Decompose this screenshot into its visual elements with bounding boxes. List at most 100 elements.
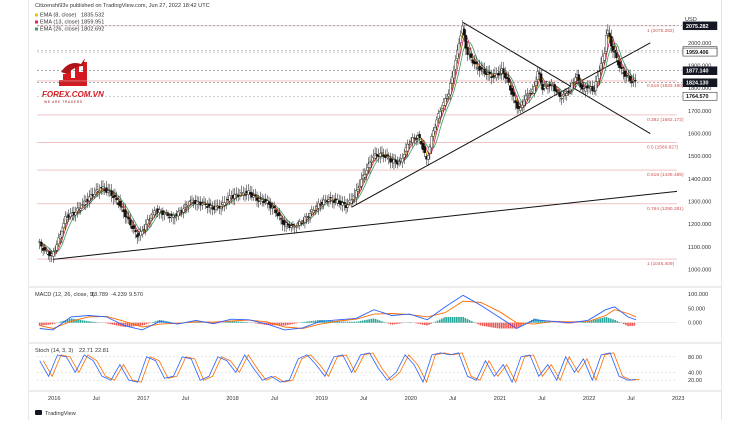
candle-body <box>436 120 438 126</box>
candle-body <box>364 175 366 178</box>
stoch-tick-label: 20.00 <box>688 378 702 384</box>
macd-histogram-bar <box>488 323 490 327</box>
candle-body <box>571 83 573 90</box>
candle-body <box>174 217 176 218</box>
macd-histogram-bar <box>593 320 595 323</box>
macd-tick-label: 100.000 <box>688 292 708 298</box>
macd-histogram-bar <box>595 319 597 322</box>
candle-body <box>446 98 448 99</box>
candle-body <box>631 82 633 83</box>
macd-histogram-bar <box>627 323 629 326</box>
macd-histogram-bar <box>304 322 306 323</box>
macd-histogram-bar <box>257 323 259 324</box>
candle-body <box>545 85 547 86</box>
price-level-label: 1764.570 <box>686 94 708 100</box>
fib-level-label: 0.618 (1439.489) <box>647 172 684 178</box>
candle-body <box>229 196 231 201</box>
macd-histogram-bar <box>50 323 52 325</box>
macd-histogram-bar <box>296 323 298 324</box>
candle-body <box>460 36 462 43</box>
candle-body <box>434 127 436 131</box>
candle-body <box>427 155 429 159</box>
candle-body <box>347 205 349 207</box>
candle-body <box>40 242 42 246</box>
time-tick-label: Jul <box>93 396 100 402</box>
candle-body <box>124 210 126 217</box>
macd-histogram-bar <box>499 323 501 329</box>
candle-body <box>191 200 193 203</box>
candle-body <box>275 210 277 213</box>
macd-histogram-bar <box>450 317 452 323</box>
candle-body <box>595 82 597 91</box>
candle-body <box>598 72 600 79</box>
macd-value-2: -4.239 <box>111 292 127 298</box>
macd-histogram-bar <box>105 323 107 324</box>
price-tick-label: 1400.000 <box>688 177 711 183</box>
macd-histogram-bar <box>608 318 610 323</box>
macd-histogram-bar <box>116 323 118 326</box>
macd-histogram-bar <box>107 323 109 324</box>
macd-histogram-bar <box>426 323 428 326</box>
candle-body <box>379 153 381 156</box>
candle-body <box>93 194 95 196</box>
macd-histogram-bar <box>289 323 291 325</box>
macd-histogram-bar <box>379 320 381 322</box>
macd-pane: MACD (12, 26, close, 9) 13.789 -4.239 9.… <box>35 292 708 330</box>
macd-histogram-bar <box>614 320 616 323</box>
fib-level-label: 1 (2075.282) <box>647 28 675 34</box>
macd-histogram-bar <box>353 322 355 323</box>
candle-body <box>465 35 467 48</box>
macd-histogram-bar <box>492 323 494 328</box>
macd-histogram-bar <box>142 323 144 326</box>
macd-histogram-bar <box>437 321 439 323</box>
candle-body <box>533 86 535 93</box>
macd-histogram-bar <box>486 323 488 327</box>
macd-histogram-bar <box>400 323 402 324</box>
macd-histogram-bar <box>422 323 424 325</box>
macd-histogram-bar <box>43 323 45 325</box>
macd-histogram-bar <box>396 323 398 324</box>
macd-histogram-bar <box>505 323 507 329</box>
candle-body <box>544 86 546 88</box>
macd-histogram-bar <box>351 322 353 323</box>
macd-histogram-bar <box>114 323 116 325</box>
candle-body <box>46 251 48 252</box>
macd-histogram-bar <box>447 317 449 323</box>
macd-histogram-bar <box>452 317 454 323</box>
candle-body <box>304 217 306 223</box>
time-tick-label: 2023 <box>672 396 684 402</box>
candle-body <box>502 69 504 74</box>
candle-body <box>116 198 118 200</box>
macd-histogram-bar <box>501 323 503 329</box>
candle-body <box>415 139 417 140</box>
macd-histogram-bar <box>428 323 430 325</box>
macd-histogram-bar <box>234 321 236 322</box>
macd-histogram-bar <box>238 322 240 323</box>
price-pane: 1000.0001100.0001200.0001300.0001400.000… <box>37 20 717 273</box>
ema-mid-value: 1859.951 <box>81 20 104 26</box>
ema-mid-label: EMA (13, close) <box>40 20 80 26</box>
stoch-tick-label: 40.00 <box>688 370 702 376</box>
gold-weekly-chart: Citizenshi93v published on TradingView.c… <box>29 0 721 420</box>
macd-histogram-bar <box>484 323 486 326</box>
candle-body <box>141 231 143 234</box>
candle-body <box>615 53 617 58</box>
macd-tick-label: 0.000 <box>688 321 702 327</box>
time-tick-label: 2019 <box>315 396 327 402</box>
macd-histogram-bar <box>315 320 317 322</box>
candle-body <box>273 206 275 208</box>
candle-body <box>381 152 383 153</box>
macd-histogram-bar <box>482 323 484 326</box>
fib-level-label: 1 (1046.409) <box>647 261 675 267</box>
macd-histogram-bar <box>439 320 441 323</box>
time-tick-label: 2018 <box>226 396 238 402</box>
indicator-legend: EMA (8, close) 1835.532 EMA (13, close) … <box>35 13 104 33</box>
time-tick-label: 2020 <box>405 396 417 402</box>
candle-body <box>318 203 320 208</box>
macd-tick-label: 50.000 <box>688 306 705 312</box>
candle-body <box>550 82 552 84</box>
fib-level-label: 0.618 (1832.480) <box>647 83 684 89</box>
candle-body <box>463 29 465 35</box>
macd-histogram-bar <box>308 321 310 322</box>
